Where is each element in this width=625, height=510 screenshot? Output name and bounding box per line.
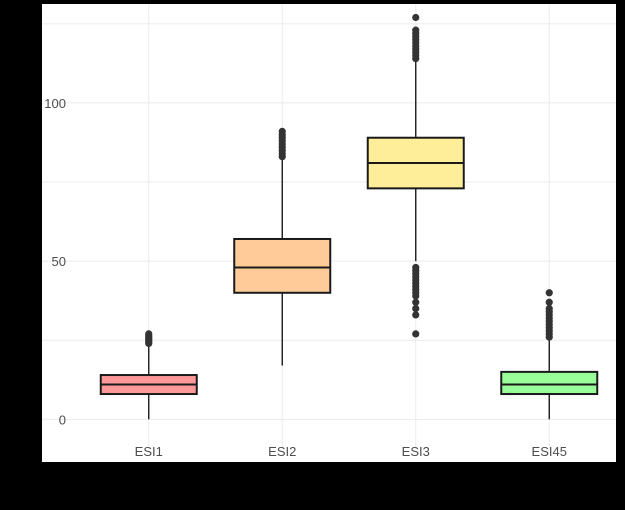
outlier-point [278, 127, 286, 136]
outlier-point [412, 311, 420, 319]
x-tick-label: ESI3 [402, 444, 430, 459]
x-tick-label: ESI1 [135, 444, 163, 459]
box-esi45 [500, 370, 599, 396]
box-plot-chart: 0 50 100 ESI1 ESI2 ESI3 ESI45 [42, 4, 616, 459]
y-tick-label: 50 [52, 254, 66, 269]
x-tick-label: ESI2 [268, 444, 296, 459]
y-tick-label: 100 [44, 96, 66, 111]
outlier-point [545, 289, 553, 297]
outlier-point [412, 330, 420, 338]
plot-panel: 0 50 100 ESI1 ESI2 ESI3 ESI45 [42, 4, 616, 462]
outlier-point [412, 298, 420, 306]
outlier-point [412, 304, 420, 313]
outlier-point [412, 263, 420, 272]
outlier-point [545, 304, 553, 313]
outlier-point [412, 13, 420, 22]
outlier-point [145, 330, 153, 338]
box-esi2 [233, 237, 332, 294]
outlier-point [545, 298, 553, 306]
outlier-point [412, 26, 420, 34]
x-tick-label: ESI45 [532, 444, 567, 459]
y-tick-label: 0 [59, 412, 66, 427]
